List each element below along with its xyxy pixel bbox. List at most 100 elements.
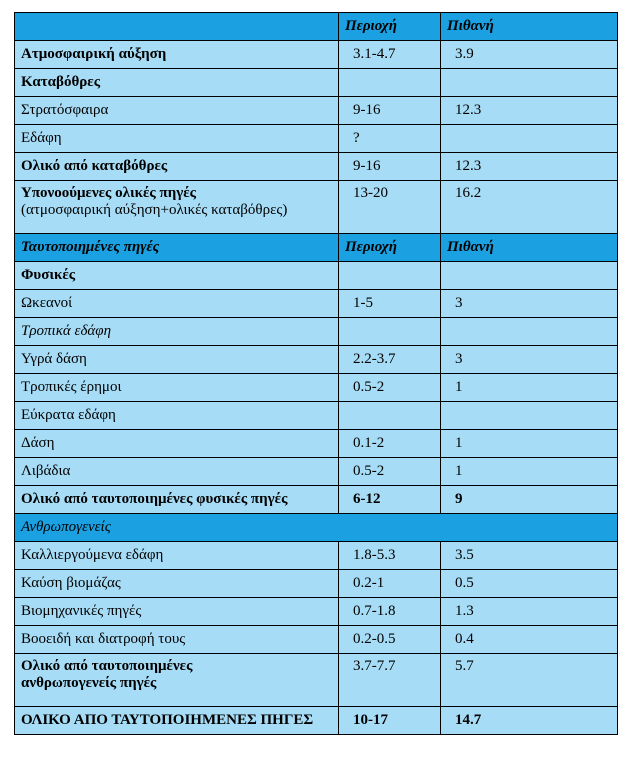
- table-row: Ολικό από ταυτοποιημένες φυσικές πηγές 6-…: [14, 485, 618, 514]
- cell-text: 6-12: [353, 491, 381, 507]
- value-cell: 0.1-2: [338, 429, 441, 458]
- table-row: Βοοειδή και διατροφή τους 0.2-0.5 0.4: [14, 625, 618, 654]
- value-cell: 12.3: [440, 152, 618, 181]
- label-cell: Υπονοούμενες ολικές πηγές (ατμοσφαιρική α…: [14, 180, 339, 234]
- value-cell: 12.3: [440, 96, 618, 125]
- header-cell: Ταυτοποιημένες πηγές: [14, 233, 339, 262]
- label-cell: Φυσικές: [14, 261, 339, 290]
- value-cell: 3.5: [440, 541, 618, 570]
- value-cell: [338, 261, 441, 290]
- value-cell: 0.5-2: [338, 373, 441, 402]
- cell-text: 3.5: [455, 547, 474, 563]
- value-cell: 3: [440, 345, 618, 374]
- value-cell: 6-12: [338, 485, 441, 514]
- cell-text: 5.7: [455, 658, 474, 674]
- value-cell: [440, 401, 618, 430]
- value-cell: 0.5: [440, 569, 618, 598]
- value-cell: 1-5: [338, 289, 441, 318]
- value-cell: 1: [440, 457, 618, 486]
- table-row: Καλλιεργούμενα εδάφη 1.8-5.3 3.5: [14, 541, 618, 570]
- cell-text: 0.7-1.8: [353, 603, 396, 619]
- cell-text: Φυσικές: [21, 267, 76, 283]
- label-cell: Καταβόθρες: [14, 68, 339, 97]
- label-cell: Καύση βιομάζας: [14, 569, 339, 598]
- label-cell: Βοοειδή και διατροφή τους: [14, 625, 339, 654]
- cell-text: 3.7-7.7: [353, 658, 396, 674]
- cell-text: (ατμοσφαιρική αύξηση+ολικές καταβόθρες): [21, 202, 288, 218]
- cell-text: 1: [455, 379, 463, 395]
- cell-text: Περιοχή: [345, 239, 397, 255]
- value-cell: 0.5-2: [338, 457, 441, 486]
- cell-text: Ταυτοποιημένες πηγές: [21, 239, 160, 255]
- cell-text: Ολικό από καταβόθρες: [21, 158, 168, 174]
- value-cell: [338, 317, 441, 346]
- table-row: Ατμοσφαιρική αύξηση 3.1-4.7 3.9: [14, 40, 618, 69]
- value-cell: 1.8-5.3: [338, 541, 441, 570]
- table-row: Λιβάδια 0.5-2 1: [14, 457, 618, 486]
- header-cell: Πιθανή: [440, 233, 618, 262]
- value-cell: 3: [440, 289, 618, 318]
- table-row: Ωκεανοί 1-5 3: [14, 289, 618, 318]
- cell-text: Ολικό από ταυτοποιημένες: [21, 658, 193, 674]
- cell-text: 13-20: [353, 185, 388, 201]
- header-cell: Πιθανή: [440, 12, 618, 41]
- label-cell: Βιομηχανικές πηγές: [14, 597, 339, 626]
- cell-text: 2.2-3.7: [353, 351, 396, 367]
- label-cell: Εδάφη: [14, 124, 339, 153]
- header-cell: [14, 12, 339, 41]
- cell-text: 1: [455, 463, 463, 479]
- value-cell: [440, 261, 618, 290]
- cell-text: Τροπικά εδάφη: [21, 323, 112, 339]
- label-cell: Ατμοσφαιρική αύξηση: [14, 40, 339, 69]
- table-row: Εδάφη?: [14, 124, 618, 153]
- cell-text: 10-17: [353, 712, 388, 728]
- cell-text: 9-16: [353, 102, 381, 118]
- cell-text: Δάση: [21, 435, 55, 451]
- table-row: Καταβόθρες: [14, 68, 618, 97]
- cell-text: Εύκρατα εδάφη: [21, 407, 116, 423]
- cell-text: Ολικό από ταυτοποιημένες φυσικές πηγές: [21, 491, 288, 507]
- cell-text: Ανθρωπογενείς: [21, 519, 111, 535]
- cell-text: Υγρά δάση: [21, 351, 87, 367]
- cell-text: ΟΛΙΚΟ ΑΠΟ ΤΑΥΤΟΠΟΙΗΜΕΝΕΣ ΠΗΓΕΣ: [21, 712, 314, 728]
- cell-text: Βοοειδή και διατροφή τους: [21, 631, 186, 647]
- value-cell: 5.7: [440, 653, 618, 707]
- section-cell: Ανθρωπογενείς: [14, 513, 618, 542]
- cell-text: Λιβάδια: [21, 463, 71, 479]
- cell-text: Υπονοούμενες ολικές πηγές: [21, 185, 196, 201]
- sources-table: Περιοχή Πιθανή Ατμοσφαιρική αύξηση 3.1-4.7 3…: [14, 12, 618, 735]
- cell-text: 0.5: [455, 575, 474, 591]
- label-cell: Τροπικά εδάφη: [14, 317, 339, 346]
- value-cell: 0.4: [440, 625, 618, 654]
- value-cell: 9: [440, 485, 618, 514]
- value-cell: 9-16: [338, 96, 441, 125]
- table-row: Τροπικά εδάφη: [14, 317, 618, 346]
- value-cell: 1: [440, 373, 618, 402]
- label-cell: Ωκεανοί: [14, 289, 339, 318]
- cell-text: 0.1-2: [353, 435, 385, 451]
- table-row: Φυσικές: [14, 261, 618, 290]
- cell-text: 0.5-2: [353, 379, 385, 395]
- label-cell: Καλλιεργούμενα εδάφη: [14, 541, 339, 570]
- table-row: Ολικό από ταυτοποιημένες ανθρωπογενείς πη…: [14, 653, 618, 707]
- value-cell: 3.9: [440, 40, 618, 69]
- cell-text: 1.3: [455, 603, 474, 619]
- value-cell: 9-16: [338, 152, 441, 181]
- cell-text: Πιθανή: [447, 239, 494, 255]
- value-cell: [338, 401, 441, 430]
- value-cell: 16.2: [440, 180, 618, 234]
- label-cell: ΟΛΙΚΟ ΑΠΟ ΤΑΥΤΟΠΟΙΗΜΕΝΕΣ ΠΗΓΕΣ: [14, 706, 339, 735]
- cell-text: Περιοχή: [345, 18, 397, 34]
- cell-text: 1-5: [353, 295, 373, 311]
- cell-text: 3.9: [455, 46, 474, 62]
- table-row: Ανθρωπογενείς: [14, 513, 618, 542]
- cell-text: 1.8-5.3: [353, 547, 396, 563]
- label-cell: Στρατόσφαιρα: [14, 96, 339, 125]
- value-cell: 0.2-1: [338, 569, 441, 598]
- table-row: Εύκρατα εδάφη: [14, 401, 618, 430]
- label-cell: Λιβάδια: [14, 457, 339, 486]
- cell-text: ?: [353, 130, 360, 146]
- value-cell: 1: [440, 429, 618, 458]
- value-cell: [440, 124, 618, 153]
